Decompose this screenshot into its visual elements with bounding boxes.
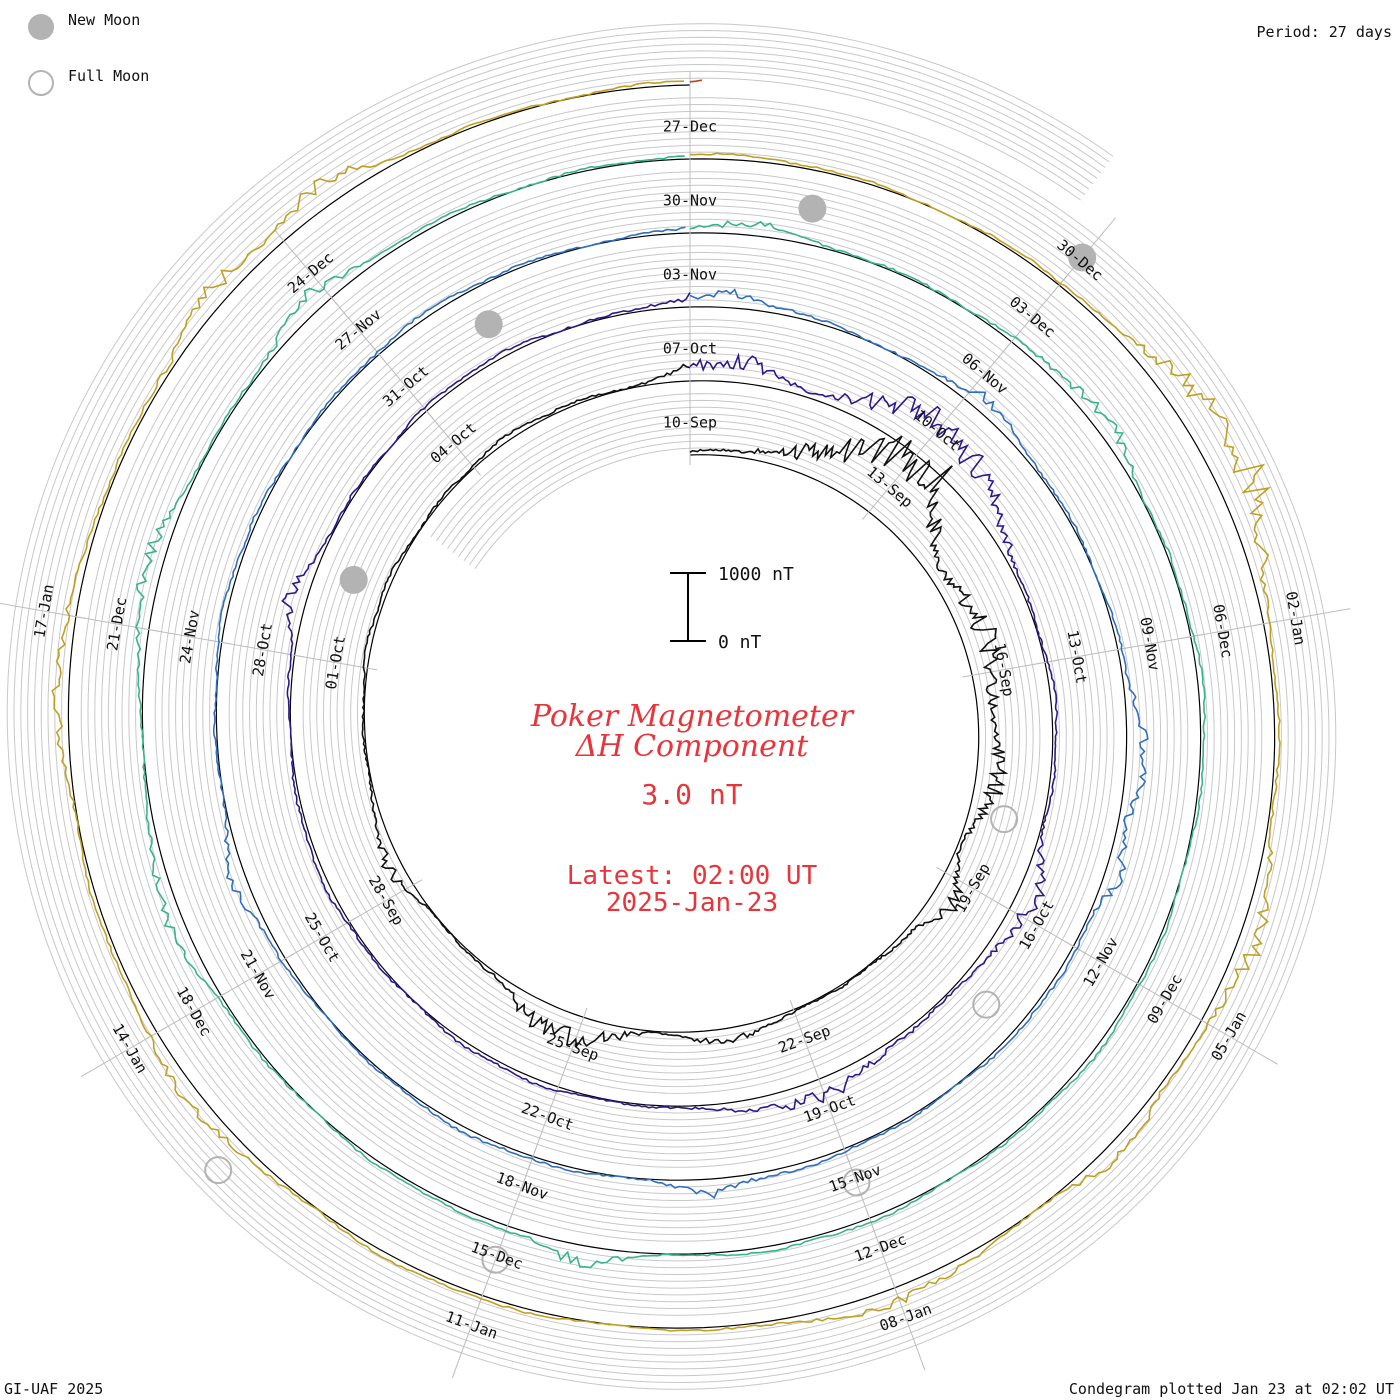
latest-time: Latest: 02:00 UT <box>567 861 818 891</box>
date-label: 13-Sep <box>863 463 916 512</box>
date-label: 07-Oct <box>663 340 717 358</box>
date-label: 27-Dec <box>663 118 717 136</box>
series-rotation-4 <box>135 155 1207 1269</box>
new-moon-icon <box>28 14 54 40</box>
center-title-block: Poker Magnetometer ΔH Component 3.0 nT L… <box>530 699 855 918</box>
credit-label: GI-UAF 2025 <box>4 1380 104 1398</box>
series-rotation-5 <box>51 80 1281 1332</box>
legend-full-moon: Full Moon <box>28 67 150 96</box>
date-spoke <box>451 1285 487 1379</box>
baseline-spiral <box>67 84 1276 1329</box>
date-label: 30-Nov <box>663 192 717 210</box>
plotted-label: Condegram plotted Jan 23 at 02:02 UT <box>1068 1380 1394 1398</box>
latest-date: 2025-Jan-23 <box>606 888 778 918</box>
grid-spiral <box>13 29 1330 1384</box>
scale-top-label: 1000 nT <box>718 564 794 585</box>
full-moon-marker <box>481 1245 510 1274</box>
new-moon-marker <box>474 310 503 339</box>
date-label: 09-Nov <box>1136 616 1163 672</box>
date-label: 03-Nov <box>663 266 717 284</box>
full-moon-marker <box>842 1168 871 1197</box>
date-label: 30-Dec <box>1053 236 1106 285</box>
spoke-layer <box>0 71 1351 1379</box>
date-label: 02-Jan <box>1282 590 1309 646</box>
full-moon-marker <box>972 990 1001 1019</box>
date-label: 06-Dec <box>1209 603 1236 659</box>
legend-new-moon: New Moon <box>28 11 141 40</box>
grid-spiral <box>27 43 1316 1370</box>
new-moon-marker <box>1068 243 1097 272</box>
full-moon-marker <box>204 1156 233 1185</box>
series-rotation-1 <box>361 363 1009 1049</box>
period-label: Period: 27 days <box>1256 23 1392 41</box>
title-line-2: ΔH Component <box>575 729 809 764</box>
scale-bottom-label: 0 nT <box>718 632 762 653</box>
full-moon-icon <box>28 70 54 96</box>
grid-spiral <box>40 57 1303 1356</box>
full-moon-label: Full Moon <box>68 67 150 85</box>
date-label: 16-Sep <box>991 641 1018 697</box>
series-layer <box>51 79 1281 1332</box>
new-moon-marker <box>339 565 368 594</box>
new-moon-marker <box>798 194 827 223</box>
series-rotation-3 <box>212 226 1149 1200</box>
grid-spiral <box>54 70 1289 1343</box>
series-rotation-2 <box>281 292 1059 1113</box>
full-moon-marker <box>990 805 1019 834</box>
grid-spiral <box>20 36 1323 1377</box>
date-spoke <box>890 1278 926 1371</box>
title-line-1: Poker Magnetometer <box>530 699 855 734</box>
grid-layer <box>6 23 1337 1390</box>
date-label: 13-Oct <box>1063 629 1090 685</box>
scale-bar: 1000 nT 0 nT <box>670 564 794 653</box>
date-spoke <box>274 229 339 306</box>
current-value: 3.0 nT <box>641 778 742 811</box>
grid-spiral <box>47 63 1296 1350</box>
moon-layer <box>204 194 1097 1274</box>
grid-spiral <box>33 50 1310 1363</box>
date-label: 10-Sep <box>663 414 717 432</box>
new-moon-label: New Moon <box>68 11 141 29</box>
date-label: 03-Dec <box>1006 293 1059 342</box>
series-rotation-6 <box>689 79 703 83</box>
grid-spiral <box>6 23 1337 1390</box>
